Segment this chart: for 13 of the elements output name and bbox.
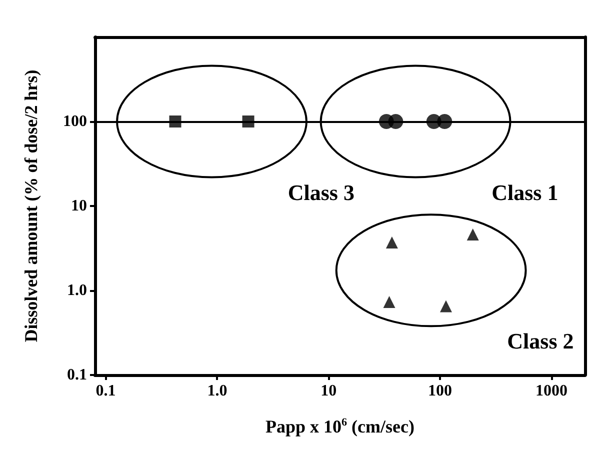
x-tick-label: 100 bbox=[428, 382, 452, 400]
y-tick-label: 0.1 bbox=[67, 366, 87, 384]
x-tick-label: 1000 bbox=[535, 382, 568, 400]
y-tick-label: 100 bbox=[63, 113, 87, 130]
y-tick-label: 10 bbox=[71, 198, 87, 214]
text: Class 3 bbox=[288, 180, 354, 205]
text: Class 2 bbox=[507, 328, 574, 354]
x-tick-label: 1.0 bbox=[207, 382, 228, 400]
x-tick-label: 10 bbox=[320, 382, 337, 400]
y-axis-title: Dissolved amount (% of dose/2 hrs) bbox=[21, 70, 41, 342]
y-tick-label: 1.0 bbox=[67, 282, 87, 299]
x-tick-label: 0.1 bbox=[96, 382, 116, 400]
text: Class 1 bbox=[492, 180, 558, 205]
